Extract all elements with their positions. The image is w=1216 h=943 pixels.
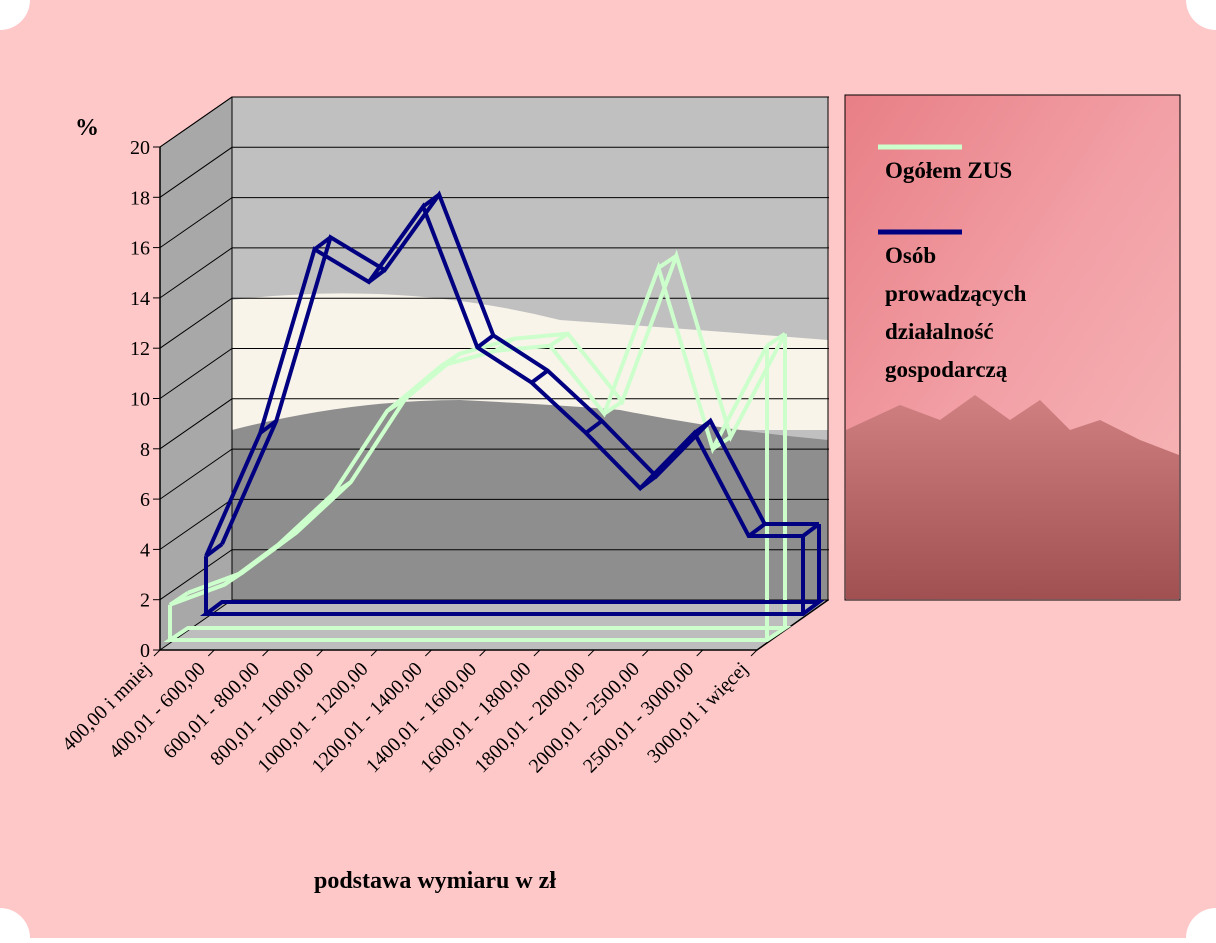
- legend-label: Ogółem ZUS: [885, 158, 1013, 183]
- x-tick-mark: [479, 649, 486, 657]
- x-tick-mark: [425, 649, 432, 657]
- x-tick-mark: [207, 649, 215, 657]
- y-tick-label: 6: [140, 489, 150, 511]
- ribbon-edge: [421, 192, 441, 209]
- x-tick-mark: [696, 649, 704, 657]
- x-tick-mark: [642, 649, 649, 657]
- ribbon-edge: [530, 369, 549, 385]
- y-tick-label: 8: [140, 439, 150, 461]
- y-tick-label: 0: [140, 640, 150, 662]
- x-tick-mark: [750, 649, 758, 657]
- ribbon-edge: [548, 332, 570, 348]
- ribbon-edge: [765, 332, 787, 348]
- ribbon-edge: [476, 333, 495, 350]
- x-tick-mark: [316, 649, 324, 657]
- y-tick-label: 4: [140, 539, 150, 561]
- ribbon-edge: [313, 235, 332, 251]
- wall-border: [159, 96, 829, 601]
- y-tick-label: 10: [130, 389, 150, 411]
- series-ribbon: [163, 249, 792, 642]
- x-tick-mark: [262, 649, 269, 657]
- ribbon-edge: [693, 419, 712, 435]
- legend-mountain: [846, 395, 1179, 599]
- floor: [160, 600, 828, 650]
- y-tick-label: 16: [130, 238, 150, 260]
- line-series: [169, 261, 769, 607]
- x-axis-title: podstawa wymiaru w zł: [314, 868, 556, 894]
- ribbon-edge: [657, 254, 678, 270]
- ribbon-back: [220, 190, 819, 545]
- x-tick-mark: [153, 649, 161, 657]
- back-wall-cloud: [232, 293, 828, 430]
- ribbon-edge: [603, 399, 624, 416]
- x-tick-mark: [587, 649, 595, 657]
- back-wall-mountain: [232, 400, 828, 600]
- line-series: [204, 202, 803, 557]
- legend-label: Osób prowadzących działalność gospodarcz…: [885, 243, 1027, 382]
- legend-text-box: Osób prowadzących działalność gospodarcz…: [885, 243, 1027, 382]
- y-axis-title: %: [75, 115, 99, 141]
- y-tick-label: 2: [140, 590, 150, 612]
- y-tick-label: 14: [130, 288, 150, 310]
- x-tick-mark: [370, 649, 378, 657]
- ribbon-edge: [584, 419, 604, 435]
- y-tick-label: 12: [130, 338, 150, 360]
- series-ribbon: [200, 190, 825, 616]
- ribbon-edge: [801, 522, 821, 538]
- y-tick-label: 18: [130, 187, 150, 209]
- legend-text-box: Ogółem ZUS: [885, 158, 1013, 183]
- x-tick-mark: [533, 649, 541, 657]
- y-tick-label: 20: [130, 137, 150, 159]
